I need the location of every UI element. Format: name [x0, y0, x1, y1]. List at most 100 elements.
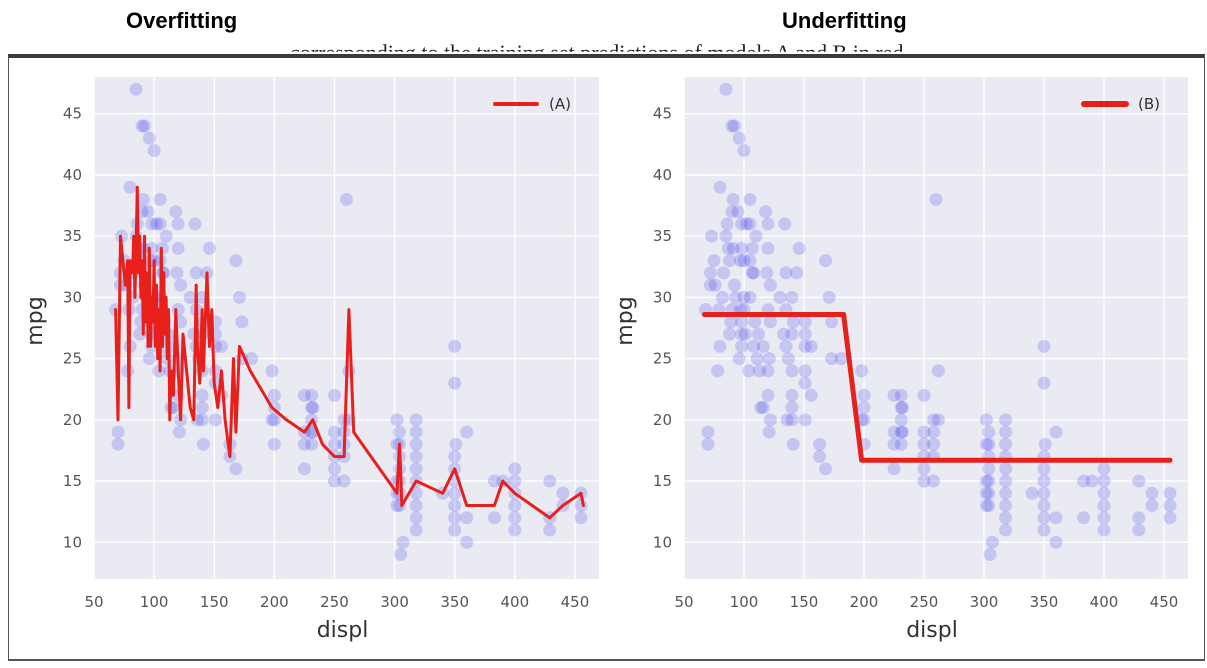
right-data-point: [761, 217, 775, 231]
right-data-point: [917, 437, 931, 451]
left-data-point: [196, 437, 210, 451]
left-data-point: [232, 290, 246, 304]
left-data-point: [449, 437, 463, 451]
right-data-point: [790, 266, 804, 280]
right-data-point: [1037, 376, 1051, 390]
right-data-point: [735, 217, 749, 231]
right-data-point: [917, 388, 931, 402]
left-data-point: [487, 511, 501, 525]
right-data-point: [703, 266, 717, 280]
right-data-point: [982, 462, 996, 476]
left-data-point: [306, 401, 320, 415]
right-data-point: [887, 388, 901, 402]
left-data-point: [448, 511, 462, 525]
left-data-point: [508, 462, 522, 476]
left-data-point: [208, 364, 222, 378]
right-data-point: [727, 278, 741, 292]
left-data-point: [188, 217, 202, 231]
right-data-point: [732, 131, 746, 145]
right-data-point: [931, 413, 945, 427]
right-data-point: [819, 254, 833, 268]
right-data-point: [1049, 511, 1063, 525]
right-x-tick-label: 400: [1090, 593, 1119, 611]
left-data-point: [189, 266, 203, 280]
right-data-point: [979, 413, 993, 427]
right-data-point: [822, 290, 836, 304]
right-data-point: [1097, 474, 1111, 488]
left-data-point: [245, 352, 259, 366]
left-y-tick-label: 25: [63, 350, 82, 368]
left-data-point: [142, 352, 156, 366]
right-data-point: [887, 462, 901, 476]
right-data-point: [745, 266, 759, 280]
left-x-tick-label: 450: [561, 593, 590, 611]
right-data-point: [701, 437, 715, 451]
left-data-point: [172, 425, 186, 439]
right-data-point: [999, 462, 1013, 476]
right-y-tick-label: 40: [653, 166, 672, 184]
right-data-point: [732, 352, 746, 366]
right-data-point: [738, 327, 752, 341]
left-data-point: [340, 192, 353, 206]
right-data-point: [1037, 462, 1051, 476]
right-data-point: [723, 327, 737, 341]
right-data-point: [1163, 499, 1177, 513]
left-data-point: [409, 450, 423, 464]
left-data-point: [202, 241, 216, 255]
right-data-point: [785, 290, 799, 304]
left-data-point: [267, 388, 281, 402]
left-data-point: [183, 290, 197, 304]
left-y-tick-label: 35: [63, 227, 82, 245]
right-data-point: [895, 401, 909, 415]
right-data-point: [748, 315, 762, 329]
left-data-point: [171, 217, 185, 231]
right-data-point: [1038, 437, 1052, 451]
right-data-point: [1145, 499, 1159, 513]
right-data-point: [756, 401, 770, 415]
right-data-point: [855, 364, 869, 378]
right-x-tick-label: 350: [1030, 593, 1059, 611]
left-y-tick-label: 20: [63, 411, 82, 429]
left-data-point: [448, 523, 462, 537]
right-data-point: [1037, 511, 1051, 525]
left-data-point: [147, 143, 161, 157]
left-data-point: [394, 548, 408, 562]
right-data-point: [979, 499, 993, 513]
right-data-point: [725, 205, 739, 219]
left-chart: 50 100 150 200 250 300 350 400 450 10 15 20 25 30 35 40…: [23, 77, 599, 643]
right-data-point: [798, 339, 812, 353]
left-data-point: [409, 437, 423, 451]
right-data-point: [785, 413, 799, 427]
left-data-point: [487, 474, 501, 488]
right-data-point: [743, 192, 757, 206]
right-data-point: [813, 450, 827, 464]
left-data-point: [327, 425, 341, 439]
right-data-point: [708, 278, 722, 292]
right-data-point: [763, 315, 777, 329]
right-data-point: [999, 437, 1013, 451]
left-data-point: [214, 339, 228, 353]
right-data-point: [895, 425, 909, 439]
left-data-point: [208, 413, 222, 427]
right-data-point: [1085, 474, 1099, 488]
right-data-point: [1097, 499, 1111, 513]
left-x-tick-label: 200: [260, 593, 289, 611]
right-data-point: [717, 266, 731, 280]
right-data-point: [726, 241, 740, 255]
left-data-point: [305, 401, 319, 415]
right-data-point: [750, 352, 764, 366]
right-data-point: [737, 143, 751, 157]
right-data-point: [754, 401, 768, 415]
right-data-point: [761, 364, 775, 378]
left-data-point: [136, 192, 150, 206]
left-data-point: [409, 486, 423, 500]
right-data-point: [999, 486, 1013, 500]
right-data-point: [785, 401, 799, 415]
right-data-point: [761, 241, 775, 255]
left-data-point: [409, 413, 423, 427]
left-data-point: [195, 413, 209, 427]
right-data-point: [743, 217, 757, 231]
right-data-point: [733, 254, 747, 268]
left-y-tick-label: 40: [63, 166, 82, 184]
left-data-point: [337, 474, 351, 488]
